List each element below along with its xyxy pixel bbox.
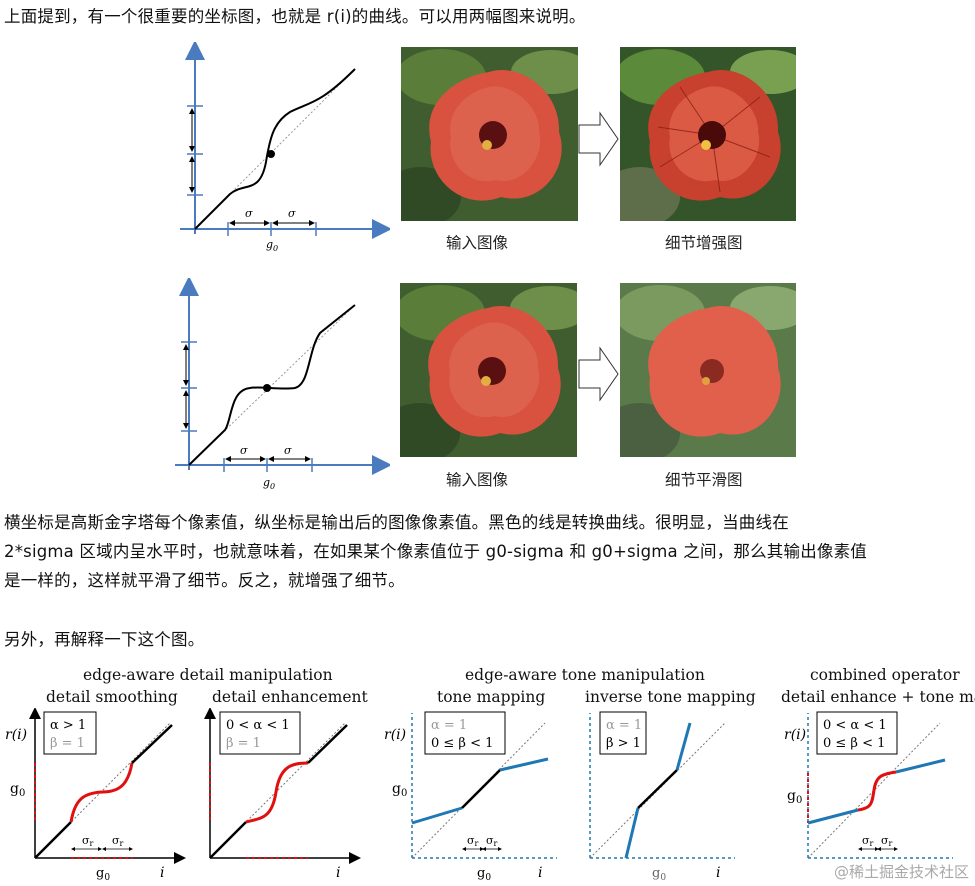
svg-text:σr: σr [486, 834, 498, 848]
svg-text:g0: g0 [652, 866, 666, 883]
svg-text:β = 1: β = 1 [226, 736, 261, 751]
svg-text:i: i [716, 865, 720, 881]
caption-enhanced: 细节增强图 [665, 234, 743, 252]
svg-text:σ: σ [245, 207, 253, 220]
svg-text:0 ≤ β < 1: 0 ≤ β < 1 [823, 736, 885, 751]
svg-text:g0: g0 [96, 866, 110, 883]
panel-enhancement: 0 < α < 1 β = 1 i [204, 708, 361, 881]
svg-text:i: i [336, 865, 340, 881]
group-title-tone: edge-aware tone manipulation [465, 666, 705, 684]
caption-smoothed: 细节平滑图 [665, 471, 743, 489]
manipulation-figure: r(i) r(i) r(i) g0 g0 g0 α > 1 β = 1 σr σ… [5, 708, 953, 883]
watermark: @稀土掘金技术社区 [833, 863, 969, 881]
also-text: 另外，再解释一下这个图。 [4, 630, 205, 649]
svg-text:g0: g0 [10, 781, 25, 799]
intro-text: 上面提到，有一个很重要的坐标图，也就是 r(i)的曲线。可以用两幅图来说明。 [4, 7, 586, 26]
group-title-combined: combined operator [810, 666, 960, 684]
svg-text:i: i [538, 865, 542, 881]
panel-tone-mapping: α = 1 0 ≤ β < 1 σr σr g0 i [411, 711, 557, 883]
arrow-right-icon [578, 346, 619, 402]
svg-text:0 ≤ β < 1: 0 ≤ β < 1 [431, 736, 493, 751]
svg-text:r(i): r(i) [5, 727, 27, 743]
curve-graph-enhance: σ σ g0 [180, 42, 390, 253]
svg-text:g0: g0 [477, 866, 491, 883]
panel-title-tone-mapping: tone mapping [437, 688, 546, 706]
svg-text:β > 1: β > 1 [606, 736, 641, 751]
svg-text:g0: g0 [263, 476, 275, 491]
group-title-detail: edge-aware detail manipulation [83, 666, 333, 684]
caption-input-2: 输入图像 [446, 471, 509, 489]
svg-text:σr: σr [82, 834, 94, 848]
svg-text:r(i): r(i) [784, 727, 806, 743]
panel-title-inverse-tone: inverse tone mapping [585, 688, 756, 706]
svg-text:σr: σr [112, 834, 124, 848]
svg-text:β = 1: β = 1 [50, 736, 85, 751]
svg-text:g0: g0 [392, 781, 407, 799]
svg-text:σr: σr [881, 834, 893, 848]
panel-title-smoothing: detail smoothing [46, 688, 178, 706]
body-line-1: 横坐标是高斯金字塔每个像素值，纵坐标是输出后的图像像素值。黑色的线是转换曲线。很… [4, 513, 789, 532]
body-line-3: 是一样的，这样就平滑了细节。反之，就增强了细节。 [4, 571, 405, 590]
arrow-right-icon [578, 111, 619, 167]
input-image-2 [400, 283, 577, 457]
detail-enhanced-image [620, 47, 796, 221]
svg-text:0 < α < 1: 0 < α < 1 [226, 718, 290, 733]
input-image-1 [401, 47, 578, 221]
svg-text:g0: g0 [787, 788, 802, 806]
detail-smoothed-image [620, 283, 796, 457]
panel-smoothing: α > 1 β = 1 σr σr g0 i [29, 708, 186, 883]
svg-text:σ: σ [284, 444, 292, 457]
svg-text:α > 1: α > 1 [50, 718, 86, 733]
svg-text:α = 1: α = 1 [606, 718, 642, 733]
panel-inverse-tone: α = 1 β > 1 g0 i [589, 711, 735, 883]
caption-input-1: 输入图像 [446, 234, 509, 252]
curve-graph-smooth: σ σ g0 [175, 278, 390, 491]
svg-text:σr: σr [862, 834, 874, 848]
body-line-2: 2*sigma 区域内呈水平时，也就意味着，在如果某个像素值位于 g0-sigm… [4, 542, 868, 561]
svg-text:g0: g0 [266, 238, 278, 253]
svg-text:0 < α < 1: 0 < α < 1 [823, 718, 887, 733]
svg-text:i: i [160, 865, 164, 881]
svg-text:σ: σ [240, 444, 248, 457]
svg-text:σ: σ [288, 207, 296, 220]
svg-text:α = 1: α = 1 [431, 718, 467, 733]
svg-text:σr: σr [467, 834, 479, 848]
panel-title-combined: detail enhance + tone map [781, 688, 975, 706]
svg-text:r(i): r(i) [384, 727, 406, 743]
panel-title-enhancement: detail enhancement [212, 688, 368, 706]
panel-combined: 0 < α < 1 0 ≤ β < 1 σr σr [807, 711, 953, 859]
